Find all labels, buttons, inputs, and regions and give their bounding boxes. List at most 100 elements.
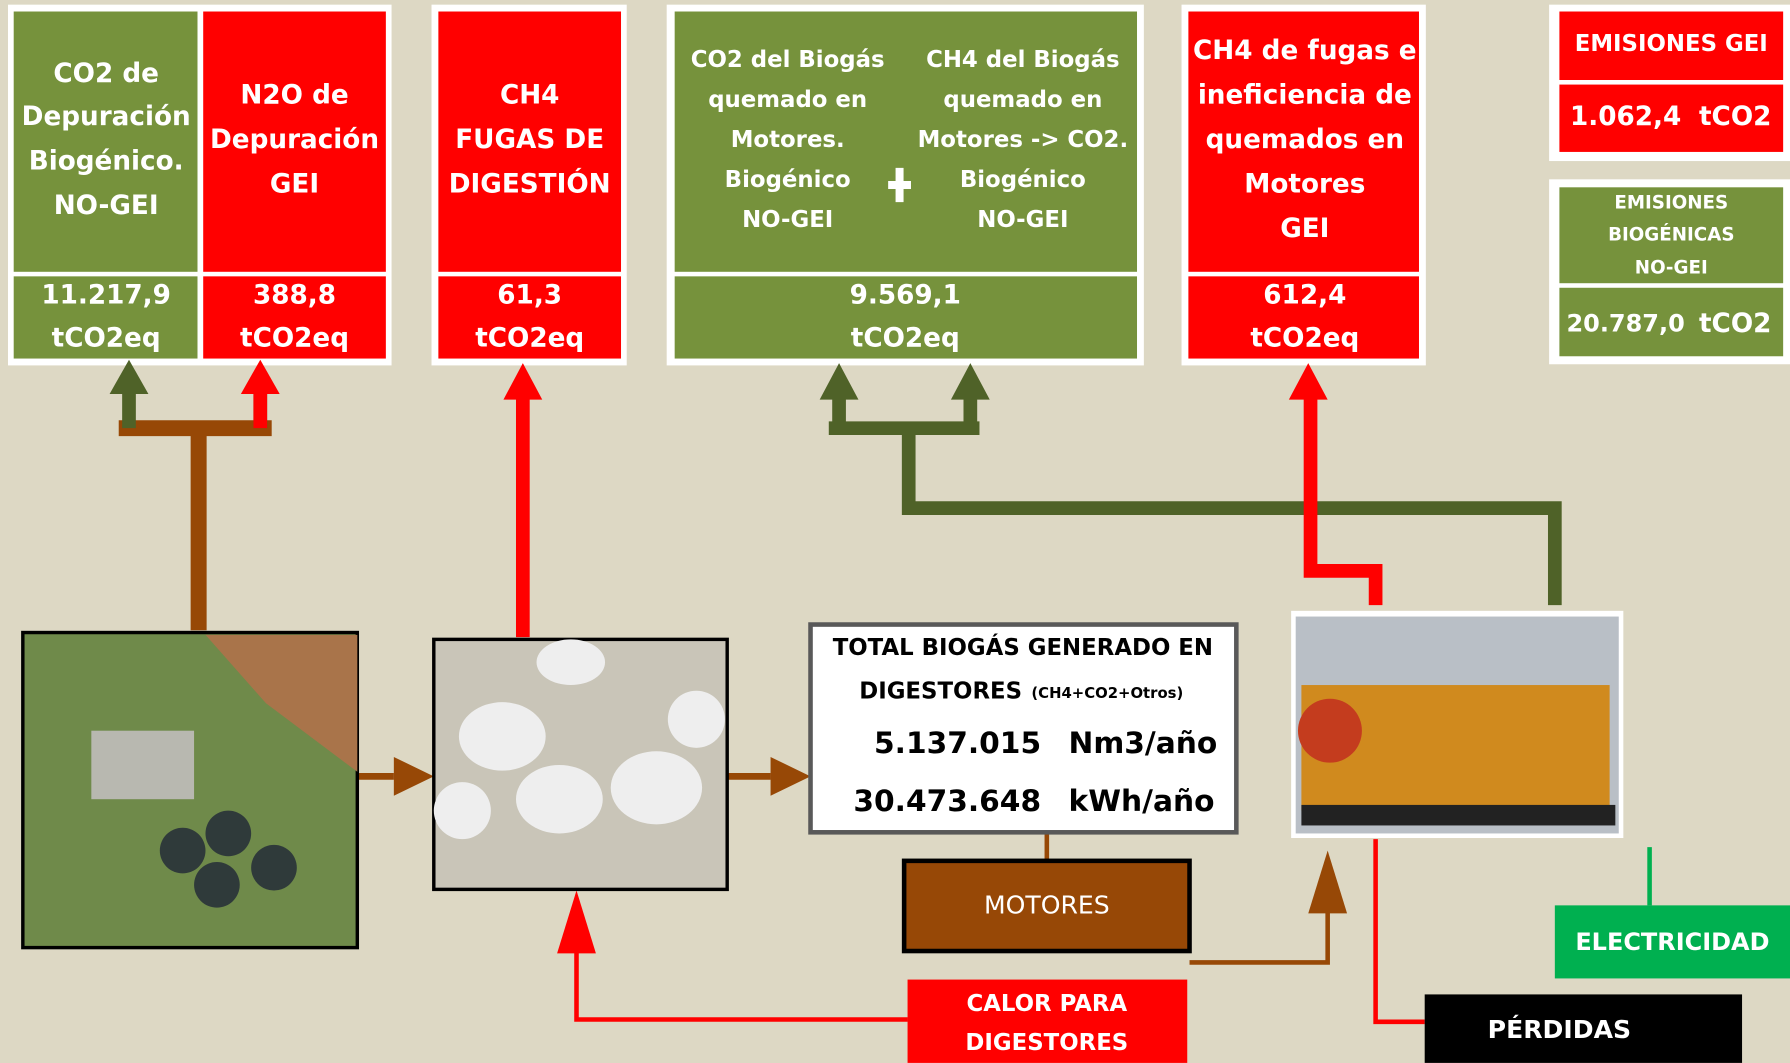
photos [21, 610, 1624, 950]
unit: tCO2eq [475, 324, 584, 354]
shape [1188, 11, 1419, 272]
title: EMISIONES GEI [1575, 31, 1768, 57]
label: Depuración [210, 125, 379, 155]
title: DIGESTORES [859, 678, 1022, 704]
shape [1288, 363, 1328, 400]
note: (CH4+CO2+Otros) [1031, 685, 1183, 702]
shape: CO2 de Depuración Biogénico. NO-GEI 11.2… [22, 36, 1417, 354]
value: 20.787,0 [1566, 309, 1684, 337]
label: GEI [1280, 214, 1329, 244]
shape [91, 730, 195, 800]
label: N2O de [240, 80, 348, 110]
label: Motores -> CO2. [918, 127, 1129, 153]
unit: tCO2 [1699, 102, 1771, 132]
label: quemados en [1206, 125, 1404, 155]
unit: Nm3/año [1069, 725, 1218, 760]
value: 1.062,4 [1570, 102, 1681, 132]
label: Biogénico. [29, 147, 184, 177]
label: Biogénico [725, 167, 851, 193]
calor-box [907, 979, 1188, 1063]
unit: tCO2eq [851, 324, 960, 354]
frames [7, 4, 1790, 366]
perdidas-label: PÉRDIDAS [1488, 1015, 1631, 1044]
value: 30.473.648 [853, 783, 1041, 818]
title: NO-GEI [1635, 257, 1708, 278]
shape [1297, 698, 1362, 763]
shape [1559, 84, 1784, 152]
shape [438, 276, 622, 359]
shape [828, 393, 1562, 606]
shape [819, 363, 990, 400]
label: ineficiencia de [1198, 80, 1412, 110]
title: EMISIONES [1614, 192, 1728, 213]
label: DIGESTIÓN [449, 168, 611, 200]
shape [240, 359, 280, 394]
label: CO2 de [53, 59, 159, 89]
shape [557, 890, 596, 954]
shape [574, 839, 1425, 1025]
electricidad-label: ELECTRICIDAD [1575, 928, 1769, 956]
shape [203, 276, 386, 359]
shape [888, 167, 911, 203]
unit: tCO2 [1699, 309, 1771, 339]
label: NO-GEI [54, 191, 159, 221]
shape [503, 363, 543, 400]
value: 61,3 [497, 280, 562, 310]
label: CO2 del Biogás [691, 47, 885, 73]
shape [1044, 832, 1330, 965]
connectors [118, 388, 1652, 1025]
unit: tCO2eq [240, 324, 349, 354]
shape [13, 11, 198, 272]
shape [205, 810, 252, 857]
shape [536, 639, 606, 686]
shape [118, 420, 272, 631]
electricidad-box [1554, 905, 1790, 979]
title: BIOGÉNICAS [1608, 223, 1734, 245]
value: 388,8 [253, 280, 336, 310]
arrowheads [109, 359, 1348, 954]
shape [205, 634, 358, 772]
shape: 1.062,4 tCO2 20.787,0 tCO2 [1566, 102, 1771, 339]
shape [203, 11, 386, 272]
unit: kWh/año [1069, 783, 1215, 818]
shape [610, 751, 703, 825]
shape: EMISIONES BIOGÉNICAS NO-GEI [1608, 192, 1734, 278]
shape [1188, 276, 1419, 359]
biogas-box [808, 622, 1239, 835]
shape [1559, 287, 1784, 357]
shape [251, 844, 297, 891]
shape [674, 276, 1138, 359]
shape [667, 690, 725, 748]
shape [515, 764, 603, 834]
unit: tCO2eq [52, 324, 161, 354]
shape [1308, 850, 1348, 914]
shape [1301, 804, 1616, 826]
label: Depuración [22, 102, 191, 132]
label: Motores. [731, 127, 845, 153]
value: 9.569,1 [850, 280, 961, 310]
label: quemado en [943, 87, 1102, 113]
label: CH4 del Biogás [926, 47, 1120, 73]
perdidas-box [1424, 994, 1743, 1063]
unit: tCO2eq [1250, 324, 1359, 354]
shape [433, 782, 491, 840]
shape [438, 11, 622, 272]
value: 11.217,9 [41, 280, 171, 310]
shape [194, 861, 240, 908]
label: quemado en [708, 87, 867, 113]
shape [1303, 393, 1383, 606]
label: CH4 de fugas e [1193, 36, 1417, 66]
shape [109, 359, 149, 394]
shape: TOTAL BIOGÁS GENERADO EN DIGESTORES (CH4… [833, 633, 1218, 818]
title: TOTAL BIOGÁS GENERADO EN [833, 633, 1213, 661]
shape [458, 702, 546, 771]
label: NO-GEI [742, 207, 833, 233]
label: GEI [270, 170, 319, 200]
shape [1559, 11, 1784, 81]
shape [13, 276, 198, 359]
label: Motores [1244, 170, 1365, 200]
label: FUGAS DE [455, 125, 604, 155]
calor-label: DIGESTORES [965, 1030, 1128, 1056]
value: 612,4 [1263, 280, 1346, 310]
